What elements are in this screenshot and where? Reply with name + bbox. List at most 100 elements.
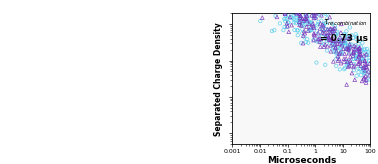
Point	[343, 57, 349, 60]
Point	[366, 70, 372, 73]
Point	[282, 12, 288, 15]
Point	[338, 31, 344, 34]
Point	[259, 16, 265, 19]
Point	[341, 39, 347, 41]
Point	[323, 21, 329, 24]
Point	[270, 0, 276, 3]
Point	[361, 78, 367, 80]
Point	[353, 35, 359, 38]
Point	[355, 49, 361, 51]
Point	[328, 50, 334, 53]
Point	[343, 48, 349, 50]
Point	[332, 30, 338, 32]
Point	[312, 17, 318, 20]
Point	[266, 10, 272, 13]
Point	[314, 5, 321, 8]
Point	[274, 9, 280, 11]
Point	[333, 65, 339, 67]
Point	[345, 45, 351, 47]
Point	[288, 3, 294, 6]
Point	[341, 42, 347, 44]
Point	[344, 62, 350, 64]
Point	[303, 13, 309, 15]
Point	[362, 72, 368, 75]
Point	[301, 36, 307, 39]
Point	[363, 63, 369, 65]
Point	[361, 70, 367, 73]
Point	[311, 14, 317, 17]
Point	[293, 19, 299, 22]
Point	[361, 69, 367, 71]
Point	[336, 53, 342, 55]
Point	[348, 61, 354, 64]
Point	[267, 5, 273, 8]
Y-axis label: Separated Charge Density: Separated Charge Density	[214, 22, 223, 136]
Point	[358, 54, 364, 56]
Point	[350, 51, 356, 53]
Point	[301, 17, 307, 20]
Point	[360, 66, 366, 69]
Point	[331, 51, 337, 53]
Point	[355, 48, 361, 50]
Point	[366, 62, 372, 65]
Point	[274, 7, 280, 10]
Point	[350, 52, 356, 55]
Point	[285, 1, 291, 4]
Point	[324, 38, 330, 40]
Point	[297, 16, 304, 18]
Point	[286, 0, 292, 3]
Point	[346, 51, 352, 54]
Point	[299, 28, 305, 31]
Point	[345, 64, 352, 66]
Point	[330, 46, 336, 49]
Text: $\tau_{recombination}$: $\tau_{recombination}$	[323, 17, 368, 28]
Point	[309, 28, 315, 31]
Point	[284, 8, 290, 10]
Point	[329, 11, 335, 14]
Point	[330, 30, 336, 33]
Point	[282, 20, 288, 23]
Point	[330, 47, 336, 49]
Point	[339, 52, 345, 55]
Point	[355, 71, 361, 73]
Point	[302, 23, 308, 26]
Point	[297, 16, 303, 19]
Point	[313, 16, 319, 19]
Point	[319, 31, 325, 34]
Point	[353, 57, 359, 60]
Point	[363, 78, 369, 81]
Point	[361, 76, 367, 79]
Point	[339, 39, 345, 42]
Point	[284, 2, 290, 5]
Point	[351, 45, 357, 47]
Point	[304, 19, 310, 21]
Point	[316, 37, 322, 40]
Point	[325, 31, 331, 34]
Point	[340, 41, 346, 44]
Point	[301, 30, 307, 32]
Point	[336, 58, 342, 60]
Point	[294, 9, 301, 11]
Point	[255, 0, 261, 3]
Point	[347, 60, 353, 62]
Point	[307, 22, 313, 25]
Point	[321, 43, 327, 46]
Point	[314, 30, 320, 32]
Point	[276, 5, 282, 8]
Point	[296, 12, 302, 15]
Point	[358, 45, 364, 48]
Point	[291, 18, 297, 20]
Point	[321, 25, 327, 27]
Point	[304, 25, 310, 28]
Point	[271, 7, 277, 10]
Point	[317, 27, 323, 30]
Point	[357, 67, 363, 70]
Point	[359, 49, 365, 52]
Point	[356, 47, 362, 50]
Point	[364, 48, 370, 50]
Point	[266, 8, 272, 10]
Point	[325, 34, 331, 36]
Point	[347, 36, 353, 39]
Point	[333, 50, 339, 52]
Point	[316, 33, 322, 36]
